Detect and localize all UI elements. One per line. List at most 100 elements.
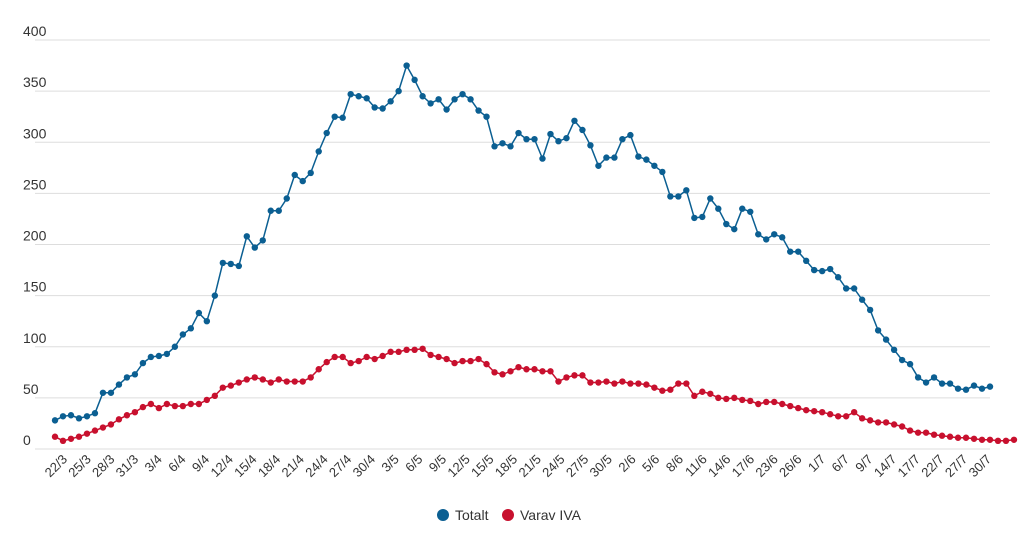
data-point	[499, 371, 506, 378]
x-tick-label: 27/5	[563, 452, 592, 481]
data-point	[195, 400, 203, 408]
data-point	[579, 372, 586, 379]
data-point	[491, 369, 498, 376]
y-tick-label: 250	[23, 176, 47, 192]
data-point	[587, 379, 594, 386]
data-point	[946, 433, 954, 440]
data-point	[1002, 437, 1010, 445]
x-tick-label: 17/7	[895, 452, 924, 481]
legend-marker	[502, 509, 514, 521]
data-point	[123, 412, 131, 419]
x-tick-label: 8/6	[663, 452, 686, 475]
data-point	[635, 380, 642, 387]
data-point	[443, 355, 450, 363]
x-tick-label: 3/5	[378, 452, 401, 475]
x-tick-label: 22/3	[42, 452, 71, 481]
y-tick-label: 100	[23, 330, 47, 346]
data-point	[259, 237, 266, 244]
data-point	[107, 421, 115, 428]
data-point	[403, 346, 410, 354]
data-point	[659, 387, 666, 394]
legend-item[interactable]: Varav IVA	[502, 507, 582, 523]
data-point	[627, 131, 634, 139]
y-tick-label: 150	[23, 279, 47, 295]
y-tick-label: 400	[23, 23, 47, 39]
x-tick-label: 14/7	[871, 452, 900, 481]
data-point	[491, 143, 498, 150]
data-point	[155, 404, 163, 412]
y-tick-label: 0	[23, 432, 31, 448]
data-point	[435, 96, 442, 103]
x-tick-label: 17/6	[729, 452, 758, 481]
data-point	[331, 353, 338, 361]
data-point	[395, 348, 402, 356]
data-point	[251, 374, 258, 381]
x-tick-label: 24/5	[539, 452, 568, 481]
data-point	[371, 104, 378, 111]
data-point	[595, 162, 602, 169]
data-point	[994, 437, 1002, 445]
series-1	[51, 345, 1018, 445]
data-point	[459, 90, 466, 98]
data-point	[595, 379, 602, 386]
x-tick-label: 12/5	[444, 452, 473, 481]
data-point	[571, 117, 578, 124]
data-point	[227, 260, 235, 268]
data-point	[683, 187, 690, 194]
data-point	[363, 95, 370, 102]
data-point	[787, 402, 794, 410]
x-tick-label: 21/5	[515, 452, 544, 481]
data-point	[499, 140, 506, 147]
data-point	[818, 408, 826, 416]
data-point	[203, 317, 211, 325]
data-point	[834, 413, 842, 420]
x-tick-label: 18/4	[255, 452, 284, 481]
data-point	[930, 374, 938, 381]
data-point	[339, 353, 346, 361]
data-point	[962, 434, 970, 441]
data-point	[67, 435, 75, 442]
data-point	[539, 155, 546, 162]
data-point	[115, 381, 123, 388]
data-point	[802, 257, 810, 265]
data-point	[922, 429, 930, 436]
data-point	[731, 394, 738, 402]
data-point	[603, 154, 610, 161]
data-point	[850, 408, 858, 416]
x-tick-label: 23/6	[752, 452, 781, 481]
data-point	[171, 402, 179, 410]
x-tick-label: 27/7	[942, 452, 971, 481]
data-point	[83, 430, 91, 437]
data-point	[898, 356, 906, 364]
data-point	[179, 402, 187, 410]
data-point	[267, 207, 274, 214]
data-point	[707, 195, 714, 202]
data-point	[483, 360, 490, 368]
data-point	[251, 244, 258, 251]
data-point	[451, 96, 458, 103]
x-tick-label: 6/5	[402, 452, 425, 475]
data-point	[211, 292, 219, 299]
data-point	[523, 135, 530, 143]
data-point	[107, 389, 115, 396]
data-point	[475, 107, 482, 114]
data-point	[427, 351, 434, 359]
x-tick-label: 22/7	[918, 452, 947, 481]
legend-item[interactable]: Totalt	[437, 507, 489, 523]
data-point	[459, 357, 466, 365]
data-point	[938, 432, 946, 439]
y-tick-label: 200	[23, 228, 47, 244]
data-point	[123, 374, 131, 381]
data-point	[954, 434, 962, 441]
data-point	[866, 417, 874, 424]
data-point	[651, 384, 658, 391]
data-point	[131, 408, 139, 416]
data-point	[779, 234, 786, 241]
data-point	[291, 171, 298, 179]
data-point	[906, 427, 914, 434]
data-point	[235, 262, 243, 270]
data-point	[155, 352, 163, 360]
legend[interactable]: Totalt Varav IVA	[437, 507, 582, 523]
data-point	[675, 193, 682, 200]
data-point	[187, 400, 195, 408]
